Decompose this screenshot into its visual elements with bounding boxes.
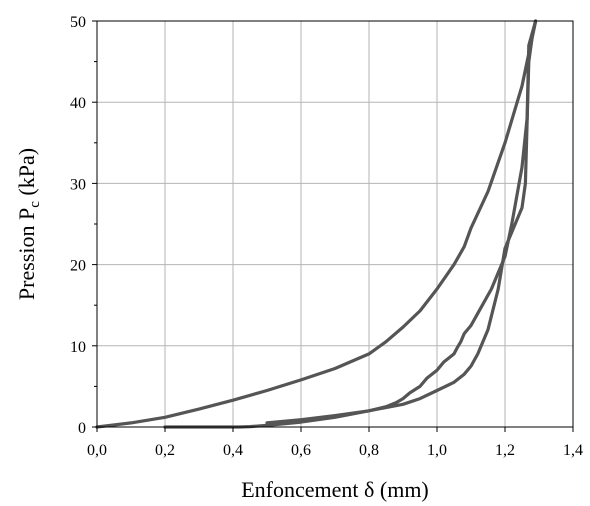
y-tick-label: 40 [70, 95, 86, 112]
y-tick-label: 0 [78, 420, 86, 437]
x-tick-label: 0,8 [359, 442, 379, 459]
series-line-3 [265, 19, 538, 425]
y-tick-label: 30 [70, 176, 86, 193]
x-axis-title: Enfoncement δ (mm) [241, 477, 429, 502]
y-axis-title-subscript: c [27, 201, 43, 208]
series-line-1 [95, 19, 538, 429]
y-axis-title-suffix: (kPa) [14, 148, 39, 201]
y-axis-title: Pression Pc (kPa) [14, 148, 43, 300]
y-tick-label: 10 [70, 339, 86, 356]
x-tick-label: 1,0 [427, 442, 447, 459]
x-tick-label: 1,2 [495, 442, 515, 459]
x-tick-label: 1,4 [563, 442, 583, 459]
ticks [92, 20, 574, 432]
series-layer [95, 19, 538, 429]
series-line-2 [163, 19, 538, 429]
grid [97, 21, 573, 427]
x-tick-label: 0,4 [223, 442, 243, 459]
y-tick-label: 50 [70, 14, 86, 31]
x-tick-label: 0,2 [155, 442, 175, 459]
x-tick-label: 0,6 [291, 442, 311, 459]
y-axis-title-prefix: Pression P [14, 208, 39, 300]
y-tick-label: 20 [70, 258, 86, 275]
tick-labels: 0,0 0,2 0,4 0,6 0,8 1,0 1,2 1,4 0 10 20 30 40 50 [70, 14, 583, 459]
x-tick-label: 0,0 [87, 442, 107, 459]
plot-frame [96, 20, 574, 428]
